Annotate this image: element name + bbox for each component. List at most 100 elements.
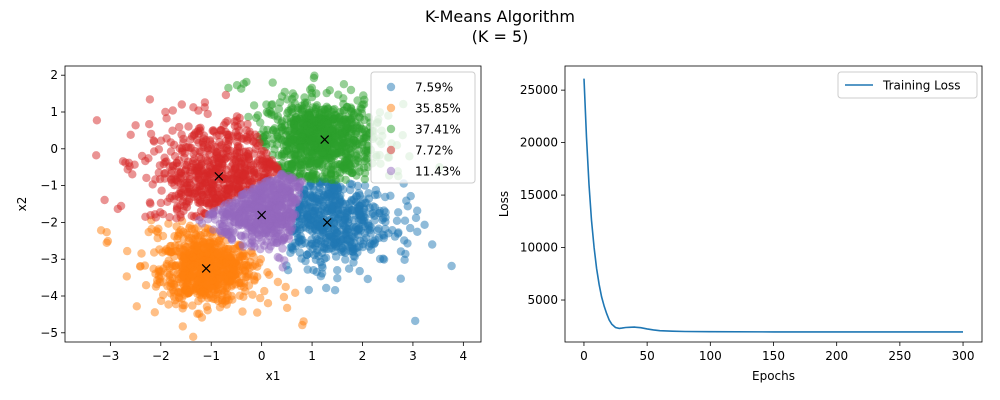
scatter-point: [263, 299, 273, 308]
scatter-point: [188, 301, 197, 310]
scatter-point: [189, 332, 198, 341]
scatter-point: [413, 227, 422, 236]
scatter-point: [187, 132, 197, 141]
scatter-point: [144, 154, 153, 163]
scatter-point: [160, 153, 169, 162]
scatter-point: [195, 230, 205, 240]
scatter-point: [183, 230, 192, 239]
scatter-point: [327, 126, 336, 135]
scatter-point: [338, 128, 347, 137]
scatter-point: [331, 176, 340, 185]
scatter-point: [359, 219, 368, 228]
scatter-point: [297, 154, 306, 164]
scatter-series: [96, 216, 308, 341]
scatter-point: [402, 196, 411, 205]
scatter-point: [320, 244, 329, 254]
scatter-point: [253, 308, 262, 317]
legend-marker: [386, 124, 396, 134]
scatter-point: [338, 244, 347, 253]
scatter-series: [282, 177, 519, 326]
scatter-point: [308, 103, 318, 112]
scatter-point: [256, 293, 265, 303]
scatter-point: [239, 134, 248, 143]
scatter-series: [195, 169, 307, 272]
scatter-point: [239, 170, 249, 179]
scatter-point: [260, 193, 269, 202]
scatter-point: [260, 286, 269, 296]
scatter-point: [236, 200, 245, 209]
scatter-point: [189, 235, 198, 244]
scatter-point: [350, 252, 359, 261]
x-tick-label: 1: [308, 349, 316, 363]
scatter-point: [259, 125, 268, 134]
scatter-point: [261, 164, 271, 173]
scatter-point: [317, 115, 326, 124]
scatter-point: [178, 271, 188, 281]
scatter-point: [209, 237, 218, 246]
scatter-point: [248, 177, 257, 186]
scatter-point: [232, 81, 242, 90]
scatter-point: [264, 201, 274, 210]
scatter-point: [270, 191, 279, 200]
legend-marker: [386, 82, 396, 92]
scatter-point: [187, 211, 196, 220]
scatter-point: [250, 192, 259, 201]
scatter-point: [218, 272, 227, 281]
scatter-point: [339, 94, 348, 103]
scatter-point: [207, 140, 217, 149]
scatter-point: [196, 196, 205, 205]
scatter-point: [162, 134, 171, 143]
scatter-point: [141, 281, 151, 290]
scatter-point: [511, 227, 519, 235]
scatter-point: [178, 147, 187, 157]
scatter-point: [378, 230, 387, 239]
scatter-point: [194, 168, 203, 178]
scatter-point: [170, 152, 180, 161]
scatter-point: [173, 162, 182, 171]
scatter-point: [262, 237, 271, 246]
scatter-point: [159, 264, 168, 273]
scatter-point: [352, 171, 361, 180]
scatter-point: [289, 209, 298, 218]
scatter-point: [224, 252, 234, 261]
scatter-point: [318, 148, 327, 157]
scatter-point: [213, 187, 223, 196]
scatter-point: [308, 150, 317, 159]
scatter-point: [318, 172, 327, 181]
scatter-point: [275, 212, 284, 222]
scatter-point: [249, 271, 259, 280]
scatter-point: [282, 303, 292, 313]
scatter-point: [189, 266, 199, 275]
scatter-point: [386, 191, 395, 200]
y-tick-label: −4: [40, 289, 58, 303]
scatter-point: [352, 139, 362, 148]
scatter-point: [346, 185, 355, 195]
scatter-point: [199, 143, 208, 152]
scatter-point: [179, 192, 188, 201]
scatter-point: [288, 104, 297, 113]
scatter-point: [250, 170, 259, 179]
scatter-point: [156, 198, 166, 208]
scatter-point: [151, 175, 160, 184]
scatter-point: [250, 239, 259, 248]
scatter-point: [170, 232, 179, 241]
scatter-point: [137, 151, 147, 161]
scatter-point: [392, 216, 402, 225]
legend-label: 35.85%: [415, 102, 461, 116]
scatter-point: [253, 111, 263, 120]
y-tick-label: 25000: [520, 83, 558, 97]
y-tick-label: 0: [50, 142, 58, 156]
scatter-point: [164, 247, 174, 256]
scatter-point: [211, 194, 220, 204]
scatter-point: [144, 227, 153, 237]
scatter-chart: −3 −2 −1 0 1 2 3 4 −5 −4 −3 −2 −1 0 1 2 x1 x2 7.59% 35.85% 3…: [15, 65, 519, 383]
scatter-point: [211, 294, 220, 304]
scatter-point: [302, 121, 312, 130]
centroid-marker: [320, 135, 330, 145]
scatter-point: [272, 238, 281, 247]
scatter-point: [338, 134, 348, 143]
scatter-point: [203, 306, 212, 315]
scatter-point: [347, 240, 357, 249]
scatter-point: [413, 206, 422, 215]
